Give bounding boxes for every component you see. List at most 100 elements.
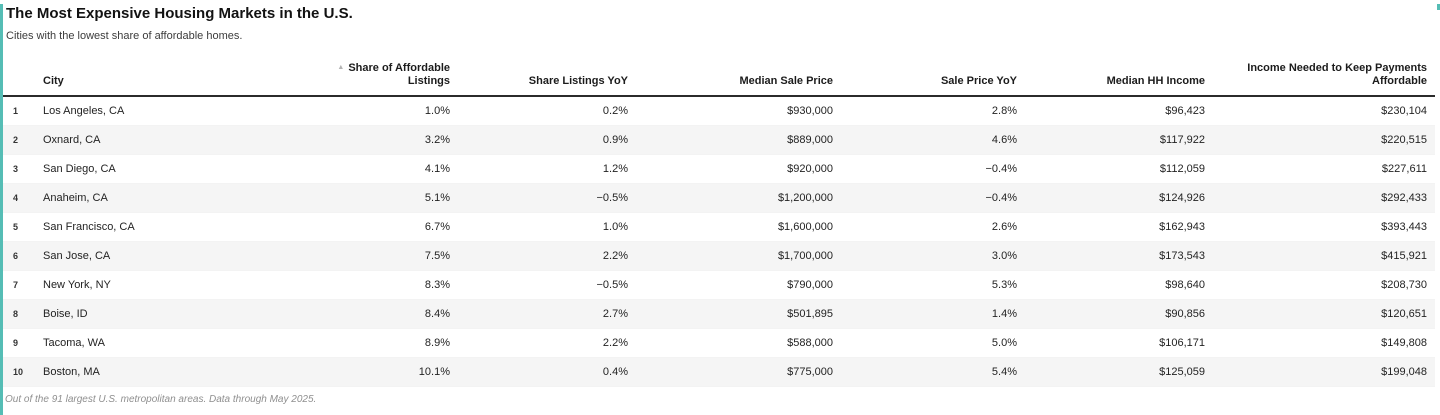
share-listings-yoy-cell: 0.4% bbox=[458, 357, 636, 387]
sale-price-yoy-cell: 5.4% bbox=[841, 357, 1025, 387]
page-title: The Most Expensive Housing Markets in th… bbox=[6, 5, 353, 22]
income-needed-cell: $149,808 bbox=[1213, 328, 1435, 358]
table-row: 7 New York, NY 8.3% −0.5% $790,000 5.3% $98,64… bbox=[3, 270, 1435, 300]
housing-markets-table: City ▲ Share of Affordable Listings Share L… bbox=[3, 44, 1435, 387]
column-header-share-of-affordable-listings[interactable]: ▲ Share of Affordable Listings bbox=[303, 44, 458, 97]
table-row: 9 Tacoma, WA 8.9% 2.2% $588,000 5.0% $106,171 $… bbox=[3, 328, 1435, 358]
table-row: 5 San Francisco, CA 6.7% 1.0% $1,600,000 2.6%… bbox=[3, 212, 1435, 242]
income-needed-cell: $220,515 bbox=[1213, 125, 1435, 155]
column-header-city[interactable]: City bbox=[35, 44, 303, 97]
median-hh-income-cell: $124,926 bbox=[1025, 183, 1213, 213]
share-of-affordable-listings-cell: 3.2% bbox=[303, 125, 458, 155]
column-header-median-sale-price[interactable]: Median Sale Price bbox=[636, 44, 841, 97]
table-row: 6 San Jose, CA 7.5% 2.2% $1,700,000 3.0% $173,… bbox=[3, 241, 1435, 271]
city-cell: Boise, ID bbox=[35, 299, 303, 329]
row-number: 9 bbox=[3, 328, 35, 358]
share-of-affordable-listings-cell: 8.9% bbox=[303, 328, 458, 358]
city-cell: New York, NY bbox=[35, 270, 303, 300]
table-header: City ▲ Share of Affordable Listings Share L… bbox=[3, 44, 1435, 97]
median-hh-income-cell: $117,922 bbox=[1025, 125, 1213, 155]
share-listings-yoy-cell: 2.2% bbox=[458, 328, 636, 358]
row-number: 2 bbox=[3, 125, 35, 155]
table-row: 2 Oxnard, CA 3.2% 0.9% $889,000 4.6% $117,922 $… bbox=[3, 125, 1435, 155]
column-header-rank bbox=[3, 44, 35, 97]
column-header-label: City bbox=[43, 75, 64, 87]
median-sale-price-cell: $930,000 bbox=[636, 96, 841, 126]
median-sale-price-cell: $920,000 bbox=[636, 154, 841, 184]
sale-price-yoy-cell: −0.4% bbox=[841, 183, 1025, 213]
city-cell: Oxnard, CA bbox=[35, 125, 303, 155]
sale-price-yoy-cell: 2.8% bbox=[841, 96, 1025, 126]
median-hh-income-cell: $125,059 bbox=[1025, 357, 1213, 387]
income-needed-cell: $208,730 bbox=[1213, 270, 1435, 300]
table-header-row: City ▲ Share of Affordable Listings Share L… bbox=[3, 44, 1435, 97]
column-header-label: Share Listings YoY bbox=[528, 75, 628, 87]
column-header-sale-price-yoy[interactable]: Sale Price YoY bbox=[841, 44, 1025, 97]
share-listings-yoy-cell: 2.7% bbox=[458, 299, 636, 329]
median-hh-income-cell: $106,171 bbox=[1025, 328, 1213, 358]
median-sale-price-cell: $775,000 bbox=[636, 357, 841, 387]
median-sale-price-cell: $1,700,000 bbox=[636, 241, 841, 271]
column-header-income-needed[interactable]: Income Needed to Keep Payments Affordabl… bbox=[1213, 44, 1435, 97]
median-hh-income-cell: $162,943 bbox=[1025, 212, 1213, 242]
share-listings-yoy-cell: 0.9% bbox=[458, 125, 636, 155]
share-of-affordable-listings-cell: 4.1% bbox=[303, 154, 458, 184]
city-cell: Los Angeles, CA bbox=[35, 96, 303, 126]
median-sale-price-cell: $588,000 bbox=[636, 328, 841, 358]
share-of-affordable-listings-cell: 8.4% bbox=[303, 299, 458, 329]
row-number: 6 bbox=[3, 241, 35, 271]
median-hh-income-cell: $96,423 bbox=[1025, 96, 1213, 126]
median-sale-price-cell: $501,895 bbox=[636, 299, 841, 329]
income-needed-cell: $199,048 bbox=[1213, 357, 1435, 387]
table-row: 3 San Diego, CA 4.1% 1.2% $920,000 −0.4% $112,… bbox=[3, 154, 1435, 184]
row-number: 5 bbox=[3, 212, 35, 242]
share-of-affordable-listings-cell: 8.3% bbox=[303, 270, 458, 300]
page-subtitle: Cities with the lowest share of affordab… bbox=[6, 30, 243, 42]
share-of-affordable-listings-cell: 5.1% bbox=[303, 183, 458, 213]
sale-price-yoy-cell: 4.6% bbox=[841, 125, 1025, 155]
table-row: 10 Boston, MA 10.1% 0.4% $775,000 5.4% $125,05… bbox=[3, 357, 1435, 387]
table-row: 4 Anaheim, CA 5.1% −0.5% $1,200,000 −0.4% $124… bbox=[3, 183, 1435, 213]
median-hh-income-cell: $98,640 bbox=[1025, 270, 1213, 300]
share-of-affordable-listings-cell: 10.1% bbox=[303, 357, 458, 387]
column-header-share-listings-yoy[interactable]: Share Listings YoY bbox=[458, 44, 636, 97]
median-sale-price-cell: $1,200,000 bbox=[636, 183, 841, 213]
sort-ascending-icon: ▲ bbox=[337, 64, 345, 71]
table-body: 1 Los Angeles, CA 1.0% 0.2% $930,000 2.8% $96,… bbox=[3, 96, 1435, 387]
share-listings-yoy-cell: −0.5% bbox=[458, 270, 636, 300]
row-number: 4 bbox=[3, 183, 35, 213]
row-number: 3 bbox=[3, 154, 35, 184]
city-cell: San Diego, CA bbox=[35, 154, 303, 184]
income-needed-cell: $415,921 bbox=[1213, 241, 1435, 271]
accent-corner-mark bbox=[1437, 4, 1440, 10]
median-sale-price-cell: $889,000 bbox=[636, 125, 841, 155]
share-listings-yoy-cell: 2.2% bbox=[458, 241, 636, 271]
row-number: 1 bbox=[3, 96, 35, 126]
column-header-label: Median Sale Price bbox=[739, 75, 833, 87]
income-needed-cell: $393,443 bbox=[1213, 212, 1435, 242]
city-cell: Anaheim, CA bbox=[35, 183, 303, 213]
sale-price-yoy-cell: −0.4% bbox=[841, 154, 1025, 184]
share-listings-yoy-cell: −0.5% bbox=[458, 183, 636, 213]
median-sale-price-cell: $1,600,000 bbox=[636, 212, 841, 242]
share-listings-yoy-cell: 1.2% bbox=[458, 154, 636, 184]
accent-left-border bbox=[0, 4, 3, 415]
sale-price-yoy-cell: 3.0% bbox=[841, 241, 1025, 271]
sale-price-yoy-cell: 1.4% bbox=[841, 299, 1025, 329]
column-header-median-hh-income[interactable]: Median HH Income bbox=[1025, 44, 1213, 97]
share-of-affordable-listings-cell: 1.0% bbox=[303, 96, 458, 126]
column-header-label: Share of Affordable Listings bbox=[348, 62, 450, 87]
content-area: The Most Expensive Housing Markets in th… bbox=[0, 4, 1440, 406]
share-of-affordable-listings-cell: 7.5% bbox=[303, 241, 458, 271]
column-header-label: Median HH Income bbox=[1106, 75, 1205, 87]
median-sale-price-cell: $790,000 bbox=[636, 270, 841, 300]
sale-price-yoy-cell: 5.0% bbox=[841, 328, 1025, 358]
share-listings-yoy-cell: 0.2% bbox=[458, 96, 636, 126]
table-footnote: Out of the 91 largest U.S. metropolitan … bbox=[5, 394, 317, 405]
column-header-label: Sale Price YoY bbox=[940, 75, 1017, 87]
city-cell: Boston, MA bbox=[35, 357, 303, 387]
city-cell: San Jose, CA bbox=[35, 241, 303, 271]
table-row: 1 Los Angeles, CA 1.0% 0.2% $930,000 2.8% $96,… bbox=[3, 96, 1435, 126]
city-cell: Tacoma, WA bbox=[35, 328, 303, 358]
income-needed-cell: $227,611 bbox=[1213, 154, 1435, 184]
